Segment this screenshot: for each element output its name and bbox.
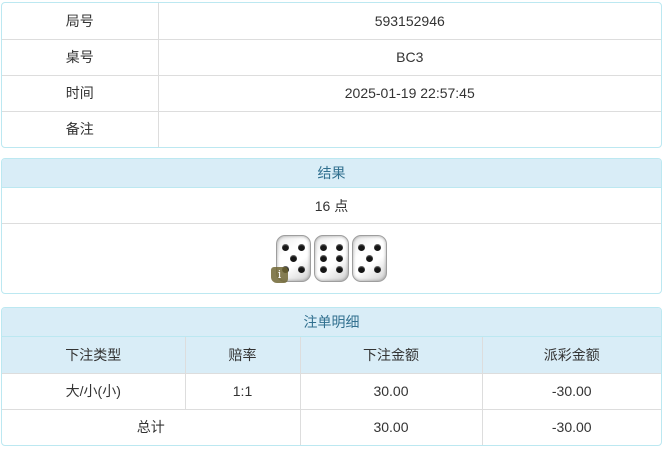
image-info-icon[interactable]: i xyxy=(271,267,288,283)
die-pip xyxy=(289,255,297,262)
die-pip xyxy=(281,244,289,251)
die-pip xyxy=(298,266,306,273)
die-2-value-6 xyxy=(314,235,349,282)
bets-header-row: 下注类型 赔率 下注金额 派彩金额 xyxy=(2,337,661,374)
die-pip xyxy=(336,266,344,273)
bet-payout: -30.00 xyxy=(481,373,661,410)
die-pip xyxy=(365,255,373,262)
col-bet-amount: 下注金额 xyxy=(299,337,483,374)
die-pip xyxy=(357,244,365,251)
die-pip xyxy=(319,244,327,251)
die-pip xyxy=(374,244,382,251)
table-row: 局号 593152946 xyxy=(2,3,661,40)
table-row: 备注 xyxy=(2,110,661,147)
bets-table: 下注类型 赔率 下注金额 派彩金额 大/小(小) 1:1 30.00 -30.0… xyxy=(2,337,661,445)
dice-row: i xyxy=(2,224,661,293)
die-pip xyxy=(336,255,344,262)
die-1-value-5: i xyxy=(271,235,311,283)
bet-amount: 30.00 xyxy=(299,373,483,410)
result-points: 16 点 xyxy=(2,188,661,224)
col-bet-type: 下注类型 xyxy=(2,337,186,374)
page: 局号 593152946 桌号 BC3 时间 2025-01-19 22:57:… xyxy=(1,2,662,446)
die-pip xyxy=(319,266,327,273)
total-payout: -30.00 xyxy=(481,408,661,445)
table-no-value: BC3 xyxy=(157,38,661,76)
total-row: 总计 30.00 -30.00 xyxy=(2,408,661,445)
remark-value xyxy=(157,110,661,147)
die-pip xyxy=(298,244,306,251)
table-row: 时间 2025-01-19 22:57:45 xyxy=(2,74,661,112)
die-3-value-5 xyxy=(352,235,387,282)
total-amount: 30.00 xyxy=(299,408,483,445)
result-panel: 结果 16 点 i xyxy=(1,158,662,294)
round-id-label: 局号 xyxy=(2,3,159,40)
col-payout-amount: 派彩金额 xyxy=(481,337,661,374)
bets-panel-title: 注单明细 xyxy=(2,308,661,337)
time-value: 2025-01-19 22:57:45 xyxy=(157,74,661,112)
result-panel-title: 结果 xyxy=(2,159,661,188)
table-no-label: 桌号 xyxy=(2,38,159,76)
remark-label: 备注 xyxy=(2,110,159,147)
round-info-panel: 局号 593152946 桌号 BC3 时间 2025-01-19 22:57:… xyxy=(1,2,662,148)
die-pip xyxy=(374,266,382,273)
die-pip xyxy=(357,266,365,273)
bet-odds: 1:1 xyxy=(184,373,301,410)
die-pip xyxy=(336,244,344,251)
bet-type: 大/小(小) xyxy=(2,373,186,410)
die-pip xyxy=(319,255,327,262)
bets-panel: 注单明细 下注类型 赔率 下注金额 派彩金额 大/小(小) 1:1 30.00 … xyxy=(1,307,662,446)
time-label: 时间 xyxy=(2,74,159,112)
table-row: 桌号 BC3 xyxy=(2,38,661,76)
col-odds: 赔率 xyxy=(184,337,301,374)
round-id-value: 593152946 xyxy=(157,3,661,40)
total-label: 总计 xyxy=(2,408,301,445)
bet-row: 大/小(小) 1:1 30.00 -30.00 xyxy=(2,373,661,410)
round-info-table: 局号 593152946 桌号 BC3 时间 2025-01-19 22:57:… xyxy=(2,3,661,147)
